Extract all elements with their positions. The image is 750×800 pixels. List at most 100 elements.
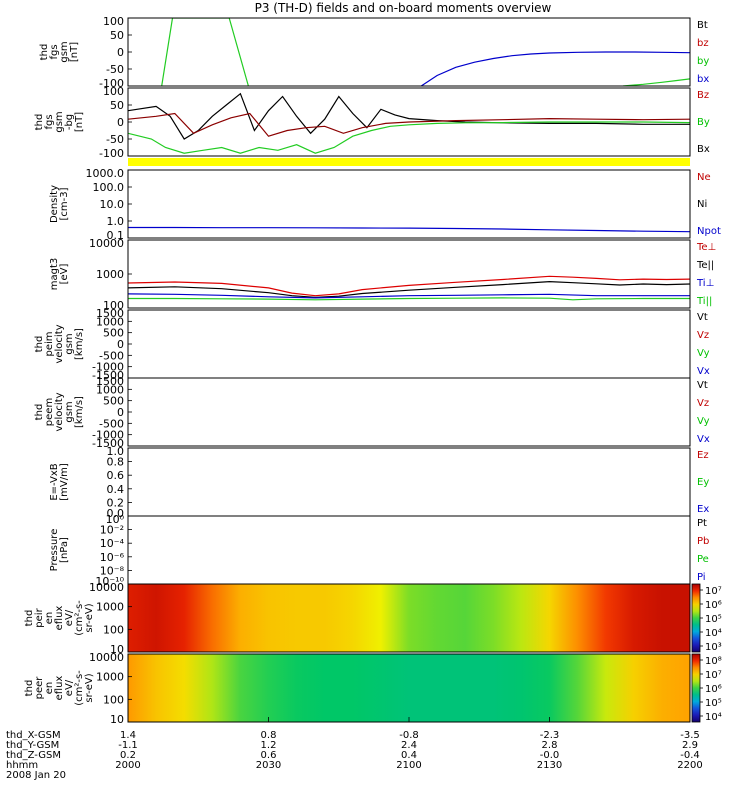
x-axis-row-label: hhmm: [6, 760, 38, 771]
legend-item: Pb: [697, 536, 709, 547]
y-tick-label: 10: [110, 713, 124, 726]
x-tick-label: 2.4: [401, 740, 417, 751]
y-axis-label: gsm: [54, 111, 65, 132]
x-tick-label: 0.8: [261, 730, 277, 741]
y-tick-label: 100: [103, 15, 124, 28]
y-tick-label: 0.6: [107, 469, 125, 482]
legend-item: Ti⊥: [696, 278, 714, 289]
colorbar-tick-label: 10³: [705, 642, 722, 653]
x-tick-label: 2.9: [682, 740, 698, 751]
data-quality-bar: [128, 158, 690, 166]
y-tick-label: 0: [117, 338, 124, 351]
y-axis-label: sr-eV): [84, 603, 95, 632]
y-axis-label: [km/s]: [74, 328, 85, 360]
legend-item: Ez: [697, 450, 709, 461]
legend-item: Ey: [697, 477, 709, 488]
y-axis-label: magt3: [49, 258, 60, 291]
y-tick-label: -50: [106, 63, 124, 76]
x-tick-label: 0.6: [261, 750, 277, 761]
y-tick-label: 500: [103, 395, 124, 408]
y-axis-label: thd: [34, 336, 45, 353]
series-line-Npot: [128, 226, 690, 233]
panel-frame: [127, 447, 691, 517]
y-axis-label: velocity: [54, 392, 65, 431]
legend-item: Ni: [697, 199, 707, 210]
legend-item: Bt: [697, 20, 708, 31]
y-axis-label: Density: [49, 185, 60, 223]
legend-item: bz: [697, 38, 709, 49]
y-axis-label: [mV/m]: [59, 463, 70, 501]
y-axis-label: peim: [44, 331, 55, 356]
y-tick-label: 100: [103, 693, 124, 706]
y-axis-label: fgs: [44, 114, 55, 129]
colorbar-tick-label: 10⁵: [705, 698, 722, 709]
series-line-Ti⊥: [128, 293, 690, 299]
colorbar-tick-label: 10⁷: [705, 586, 722, 597]
legend-item: bx: [697, 74, 709, 85]
x-tick-label: -0.0: [540, 750, 560, 761]
legend-item: Te⊥: [696, 242, 716, 253]
panel-frame: [127, 377, 691, 447]
spectrogram: [128, 584, 690, 652]
y-tick-label: -500: [99, 417, 124, 430]
y-axis-label: peem: [44, 398, 55, 426]
y-tick-label: -1500: [92, 369, 124, 382]
y-axis-label: thd: [34, 404, 45, 421]
y-tick-label: 10⁰: [106, 513, 125, 526]
y-tick-label: 50: [110, 99, 124, 112]
y-tick-label: 100: [103, 623, 124, 636]
y-tick-label: 1000: [96, 383, 124, 396]
y-tick-label: 1000: [96, 601, 124, 614]
legend-item: Pi: [697, 572, 706, 583]
y-tick-label: 0.8: [107, 456, 125, 469]
y-tick-label: 100.0: [93, 181, 125, 194]
series-line-bx: [420, 51, 690, 86]
y-tick-label: 1500: [96, 307, 124, 320]
legend-item: Bz: [697, 90, 709, 101]
y-axis-label: eflux: [54, 606, 65, 631]
legend-item: Te||: [696, 260, 714, 271]
y-tick-label: 500: [103, 327, 124, 340]
x-tick-label: 1.2: [261, 740, 277, 751]
y-axis-label: thd: [39, 44, 50, 61]
legend-item: Ne: [697, 172, 711, 183]
x-tick-label: -1.1: [118, 740, 138, 751]
y-tick-label: 0: [117, 116, 124, 129]
legend-item: Pt: [697, 518, 707, 529]
y-axis-label: -bg: [64, 114, 75, 130]
panel-7: Ez Ey Ex 1.00.80.60.40.20.0 E=-VxB [mV/m]: [49, 445, 709, 520]
y-axis-label: gsm: [59, 41, 70, 62]
y-tick-label: 1.0: [107, 445, 125, 458]
legend-item: Vx: [697, 366, 710, 377]
x-tick-label: 2000: [115, 760, 140, 771]
series-line-Bz: [128, 112, 690, 137]
y-axis-label: en: [44, 612, 55, 625]
y-axis-label: Pressure: [49, 529, 60, 572]
spectrogram: [128, 654, 690, 722]
y-tick-label: 10⁻²: [100, 524, 124, 537]
y-tick-label: 1.0: [107, 215, 125, 228]
colorbar-tick-label: 10⁷: [705, 670, 722, 681]
x-tick-label: -0.4: [680, 750, 700, 761]
y-axis-label: [cm-3]: [59, 187, 70, 220]
legend-item: Vz: [697, 398, 709, 409]
legend-item: Npot: [697, 226, 721, 237]
y-axis-label: [km/s]: [74, 396, 85, 428]
x-tick-label: 2030: [256, 760, 281, 771]
y-axis-label: fgs: [49, 44, 60, 59]
y-tick-label: 1000: [96, 268, 124, 281]
y-axis-label: [nPa]: [59, 537, 70, 563]
legend-item: Ti||: [696, 296, 712, 307]
date-label: 2008 Jan 20: [6, 770, 66, 781]
series-line-by: [622, 78, 690, 86]
legend-item: Vz: [697, 330, 709, 341]
x-tick-label: -3.5: [680, 730, 700, 741]
panel-4: Te⊥ Te|| Ti⊥ Ti|| 10000 1000 100 magt3 [eV]: [49, 237, 716, 312]
y-tick-label: 10: [110, 643, 124, 656]
panel-frame: [127, 515, 691, 585]
legend-item: Vy: [697, 416, 710, 427]
